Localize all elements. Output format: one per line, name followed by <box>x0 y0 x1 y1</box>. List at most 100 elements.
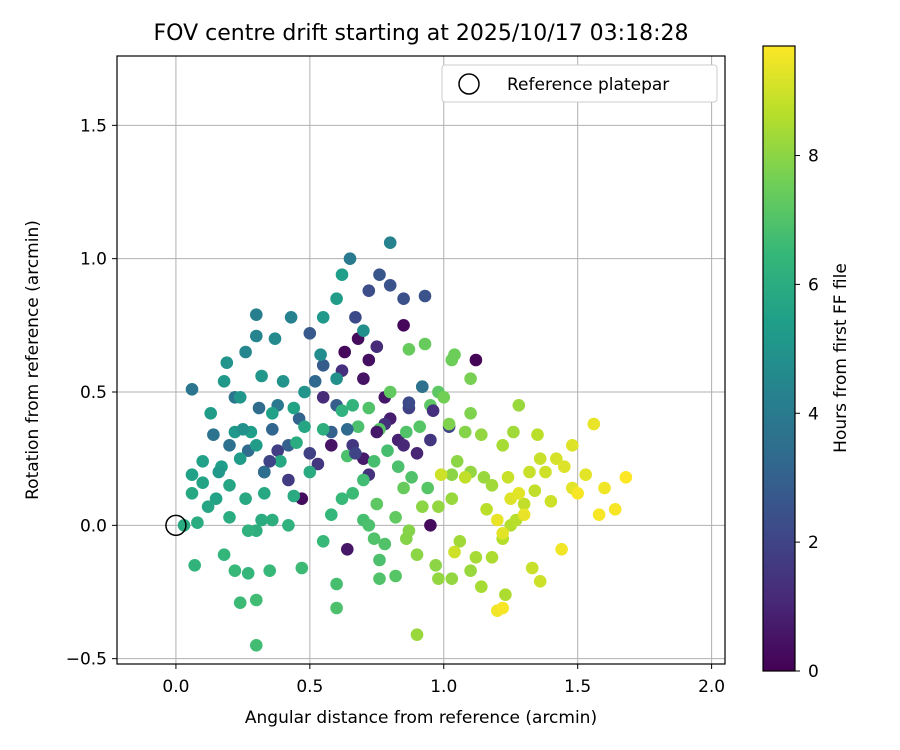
data-point <box>349 447 362 460</box>
data-point <box>271 444 285 458</box>
data-point <box>220 356 234 370</box>
data-point <box>402 396 416 410</box>
data-point <box>311 457 325 471</box>
data-point <box>201 500 215 513</box>
data-point <box>469 353 483 367</box>
data-point <box>249 439 263 452</box>
data-point <box>558 460 571 474</box>
data-point <box>268 332 282 346</box>
data-point <box>233 452 247 466</box>
data-point <box>485 551 499 564</box>
data-point <box>362 519 376 532</box>
data-point <box>400 532 413 545</box>
data-point <box>397 319 410 332</box>
grid <box>117 56 725 664</box>
data-point <box>416 380 429 394</box>
data-point <box>258 465 271 479</box>
data-point <box>608 503 622 516</box>
data-point <box>370 340 384 354</box>
colorbar-tick-label: 6 <box>808 275 819 295</box>
data-point <box>274 455 287 468</box>
data-point <box>241 567 255 580</box>
data-point <box>357 372 370 386</box>
data-point <box>282 473 295 487</box>
data-point <box>266 423 279 436</box>
data-point <box>424 433 437 447</box>
data-point <box>287 489 301 503</box>
data-point <box>330 601 343 615</box>
data-point <box>335 268 349 282</box>
data-point <box>298 385 311 399</box>
y-tick-label: 0.5 <box>80 383 107 403</box>
data-point <box>185 487 199 500</box>
data-point <box>316 423 330 436</box>
data-point <box>491 513 504 527</box>
data-point <box>496 527 510 540</box>
data-point <box>196 455 209 468</box>
data-point <box>410 447 424 460</box>
data-point <box>539 465 552 479</box>
y-axis-label: Rotation from reference (arcmin) <box>23 220 43 500</box>
y-tick-label: −0.5 <box>66 650 107 670</box>
data-point <box>255 369 268 383</box>
y-tick-label: 1.0 <box>80 250 107 270</box>
data-point <box>397 481 410 495</box>
data-point <box>477 471 491 484</box>
data-point <box>284 311 298 324</box>
data-point <box>619 471 633 484</box>
data-point <box>335 404 349 418</box>
data-point <box>507 425 520 439</box>
x-tick-label: 1.5 <box>564 677 591 697</box>
data-point <box>185 383 199 396</box>
x-tick-label: 2.0 <box>698 677 725 697</box>
data-point <box>346 487 360 500</box>
data-point <box>373 572 386 585</box>
data-point <box>485 479 499 492</box>
data-point <box>528 484 542 498</box>
data-point <box>233 596 247 609</box>
data-point <box>370 425 384 439</box>
data-point <box>533 575 547 588</box>
data-point <box>266 407 279 420</box>
data-point <box>517 497 531 511</box>
data-point <box>341 543 354 556</box>
data-point <box>418 289 432 303</box>
data-point <box>290 436 303 450</box>
data-point <box>416 500 429 513</box>
data-point <box>223 479 236 492</box>
data-point <box>579 468 592 482</box>
data-point <box>434 468 448 482</box>
data-point <box>598 481 611 495</box>
data-point <box>437 391 451 404</box>
data-point <box>475 580 488 593</box>
data-point <box>209 492 223 506</box>
colorbar-tick-label: 0 <box>808 662 819 682</box>
data-point <box>177 519 191 532</box>
data-point <box>533 452 547 466</box>
data-point <box>464 372 477 386</box>
colorbar-label: Hours from first FF file <box>831 263 851 453</box>
data-point <box>544 495 558 508</box>
data-point <box>223 439 236 452</box>
data-point <box>207 428 220 442</box>
data-point <box>185 468 199 482</box>
data-point <box>303 465 317 479</box>
data-point <box>496 601 510 615</box>
data-point <box>383 385 397 399</box>
data-point <box>421 481 435 495</box>
data-point <box>445 492 459 506</box>
data-point <box>276 375 290 388</box>
data-point <box>263 455 277 468</box>
legend: Reference platepar <box>441 64 718 103</box>
data-point <box>217 548 231 561</box>
data-point <box>480 503 493 516</box>
data-point <box>418 337 432 351</box>
data-point <box>298 420 311 434</box>
data-point <box>517 508 531 521</box>
data-point <box>378 537 392 551</box>
data-point <box>266 513 279 527</box>
data-point <box>475 428 488 442</box>
data-point <box>316 535 330 548</box>
colorbar-tick-label: 4 <box>808 404 819 424</box>
